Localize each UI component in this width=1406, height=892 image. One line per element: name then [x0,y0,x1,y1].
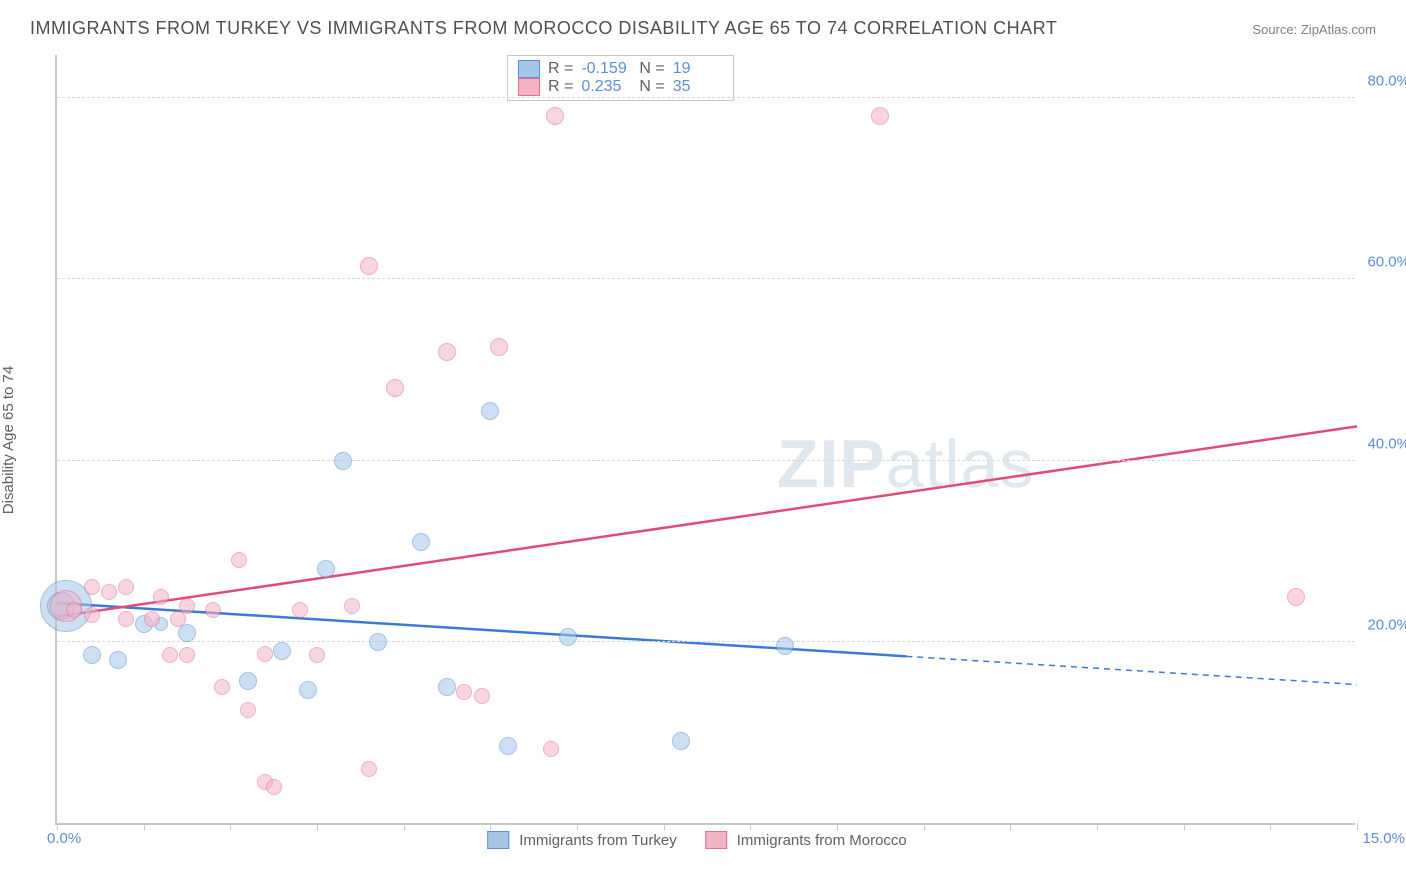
morocco-point [144,611,160,627]
x-tick [750,823,751,830]
turkey-point [776,637,794,655]
morocco-point [266,779,282,795]
morocco-point [162,647,178,663]
stats-row-morocco: R = 0.235 N = 35 [518,78,723,96]
morocco-point [118,611,134,627]
stats-row-turkey: R = -0.159 N = 19 [518,60,723,78]
turkey-point [239,672,257,690]
morocco-point [474,688,490,704]
morocco-point [1287,588,1305,606]
turkey-point [334,452,352,470]
morocco-point [84,607,100,623]
r-label: R = [548,60,573,78]
chart-plot-area: ZIPatlas R =-0.159N =19R =0.235N =35 0.0… [55,55,1355,825]
n-label: N = [639,60,664,78]
chart-title: IMMIGRANTS FROM TURKEY VS IMMIGRANTS FRO… [30,18,1057,39]
morocco-point [231,552,247,568]
morocco-legend-swatch [705,831,727,849]
morocco-point [386,379,404,397]
gridline [57,641,1355,642]
source-label: Source: [1252,22,1297,37]
morocco-point [292,602,308,618]
turkey-swatch [518,60,540,78]
morocco-point [490,338,508,356]
x-tick [1184,823,1185,830]
x-tick [664,823,665,830]
morocco-point [66,602,82,618]
source-link[interactable]: ZipAtlas.com [1301,22,1376,37]
morocco-point [438,343,456,361]
n-label: N = [639,78,664,96]
turkey-point [499,737,517,755]
source-attribution: Source: ZipAtlas.com [1252,22,1376,37]
turkey-regression-line-extrapolated [906,656,1357,684]
bottom-legend: Immigrants from Turkey Immigrants from Mo… [487,831,925,849]
turkey-point [559,628,577,646]
x-tick [924,823,925,830]
turkey-point [438,678,456,696]
morocco-point [179,647,195,663]
morocco-swatch [518,78,540,96]
x-tick [1010,823,1011,830]
r-value: -0.159 [581,60,631,78]
y-tick-label: 40.0% [1367,435,1406,452]
morocco-point [344,598,360,614]
morocco-point [179,598,195,614]
stats-legend-box: R = -0.159 N = 19 R = 0.235 N = 35 [507,55,734,101]
y-tick-label: 80.0% [1367,73,1406,90]
turkey-point [273,642,291,660]
morocco-point [309,647,325,663]
x-tick [837,823,838,830]
morocco-point [101,584,117,600]
x-tick [230,823,231,830]
turkey-point [83,646,101,664]
turkey-point [412,533,430,551]
n-value: 19 [673,60,723,78]
x-axis-min-label: 0.0% [47,830,81,847]
y-tick-label: 20.0% [1367,616,1406,633]
x-axis-max-label: 15.0% [1362,830,1405,847]
turkey-point [369,633,387,651]
morocco-point [456,684,472,700]
r-label: R = [548,78,573,96]
r-value: 0.235 [581,78,631,96]
morocco-point [205,602,221,618]
morocco-point [214,679,230,695]
turkey-legend-swatch [487,831,509,849]
morocco-point [360,257,378,275]
morocco-point [170,611,186,627]
morocco-point [118,579,134,595]
x-tick [577,823,578,830]
y-axis-label: Disability Age 65 to 74 [0,366,17,514]
x-tick [404,823,405,830]
x-tick [490,823,491,830]
morocco-legend-label: Immigrants from Morocco [737,832,907,849]
turkey-point [481,402,499,420]
morocco-point [84,579,100,595]
turkey-point [299,681,317,699]
x-tick [1270,823,1271,830]
morocco-point [240,702,256,718]
gridline [57,278,1355,279]
turkey-point [317,560,335,578]
x-tick [57,823,58,830]
morocco-point [546,107,564,125]
morocco-regression-line [57,426,1357,616]
n-value: 35 [673,78,723,96]
turkey-point [672,732,690,750]
x-tick [144,823,145,830]
morocco-point [257,646,273,662]
gridline [57,97,1355,98]
x-tick [1097,823,1098,830]
morocco-point [871,107,889,125]
y-tick-label: 60.0% [1367,254,1406,271]
x-tick [317,823,318,830]
morocco-point [153,589,169,605]
turkey-legend-label: Immigrants from Turkey [519,832,677,849]
x-tick [1357,823,1358,830]
morocco-point [361,761,377,777]
gridline [57,460,1355,461]
morocco-point [543,741,559,757]
turkey-point [109,651,127,669]
